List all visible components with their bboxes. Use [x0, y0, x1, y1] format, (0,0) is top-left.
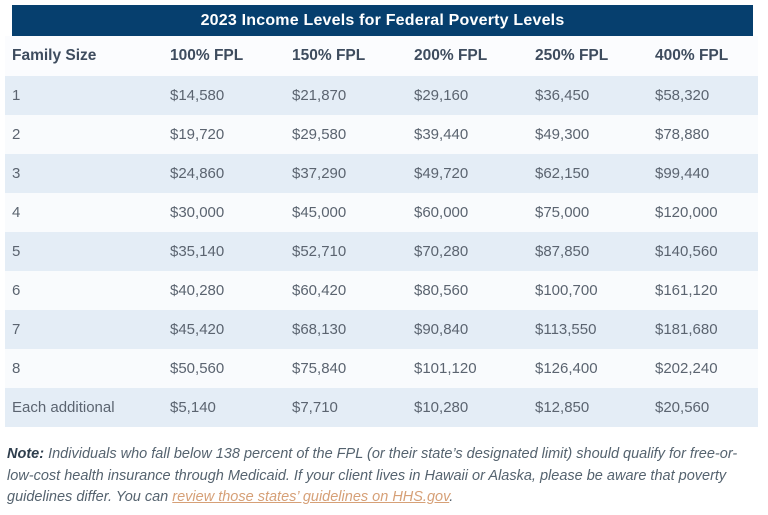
table-cell: $58,320 [655, 87, 710, 104]
column-header-150-fpl: 150% FPL [292, 47, 366, 64]
table-cell: $45,000 [292, 204, 347, 221]
column-header-250-fpl: 250% FPL [535, 47, 609, 64]
fpl-income-table: Family Size 100% FPL 150% FPL 200% FPL 2… [5, 36, 758, 427]
footnote-label: Note: [7, 446, 45, 462]
table-cell: $75,000 [535, 204, 590, 221]
table-row: 3 $24,860 $37,290 $49,720 $62,150 $99,44… [5, 154, 758, 193]
table-cell: $19,720 [170, 126, 225, 143]
table-cell: $20,560 [655, 399, 710, 416]
table-cell: $29,580 [292, 126, 347, 143]
table-cell: $113,550 [535, 321, 597, 338]
table-cell: 1 [12, 87, 21, 104]
table-cell: 6 [12, 282, 21, 299]
table-cell: $80,560 [414, 282, 469, 299]
table-cell: $62,150 [535, 165, 590, 182]
table-row: 1 $14,580 $21,870 $29,160 $36,450 $58,32… [5, 76, 758, 115]
table-cell: $70,280 [414, 243, 469, 260]
table-cell: 4 [12, 204, 21, 221]
table-cell: $45,420 [170, 321, 225, 338]
table-cell: 3 [12, 165, 21, 182]
table-header-row: Family Size 100% FPL 150% FPL 200% FPL 2… [5, 36, 758, 76]
table-cell: Each additional [12, 399, 115, 416]
table-cell: $75,840 [292, 360, 347, 377]
hhs-guidelines-link[interactable]: review those states’ guidelines on HHS.g… [172, 489, 450, 505]
table-cell: $37,290 [292, 165, 347, 182]
page: 2023 Income Levels for Federal Poverty L… [0, 5, 768, 515]
table-cell: $60,000 [414, 204, 469, 221]
footnote-text: Individuals who fall below 138 percent o… [7, 446, 738, 505]
table-cell: $36,450 [535, 87, 590, 104]
table-title-bar: 2023 Income Levels for Federal Poverty L… [12, 5, 753, 36]
table-row: 7 $45,420 $68,130 $90,840 $113,550 $181,… [5, 310, 758, 349]
column-header-200-fpl: 200% FPL [414, 47, 488, 64]
table-cell: $202,240 [655, 360, 718, 377]
table-cell: $10,280 [414, 399, 469, 416]
table-row-each-additional: Each additional $5,140 $7,710 $10,280 $1… [5, 388, 758, 427]
table-cell: $87,850 [535, 243, 590, 260]
table-cell: $49,300 [535, 126, 590, 143]
table-row: 6 $40,280 $60,420 $80,560 $100,700 $161,… [5, 271, 758, 310]
footnote: Note: Individuals who fall below 138 per… [7, 444, 752, 509]
table-cell: $60,420 [292, 282, 347, 299]
table-title: 2023 Income Levels for Federal Poverty L… [200, 11, 565, 29]
table-cell: $140,560 [655, 243, 718, 260]
table-cell: $181,680 [655, 321, 718, 338]
table-cell: $101,120 [414, 360, 477, 377]
table-cell: $24,860 [170, 165, 225, 182]
table-cell: 2 [12, 126, 21, 143]
table-cell: $12,850 [535, 399, 590, 416]
table-cell: $50,560 [170, 360, 225, 377]
table-cell: $30,000 [170, 204, 225, 221]
table-cell: $78,880 [655, 126, 710, 143]
table-row: 4 $30,000 $45,000 $60,000 $75,000 $120,0… [5, 193, 758, 232]
table-cell: $7,710 [292, 399, 338, 416]
table-row: 2 $19,720 $29,580 $39,440 $49,300 $78,88… [5, 115, 758, 154]
table-cell: $14,580 [170, 87, 225, 104]
column-header-family-size: Family Size [12, 47, 97, 64]
table-cell: $5,140 [170, 399, 216, 416]
footnote-text-end: . [449, 489, 454, 505]
column-header-400-fpl: 400% FPL [655, 47, 729, 64]
table-cell: $120,000 [655, 204, 718, 221]
table-cell: $100,700 [535, 282, 598, 299]
table-cell: $39,440 [414, 126, 469, 143]
table-cell: $90,840 [414, 321, 469, 338]
table-cell: $35,140 [170, 243, 225, 260]
table-cell: $49,720 [414, 165, 469, 182]
table-cell: $52,710 [292, 243, 347, 260]
table-row: 5 $35,140 $52,710 $70,280 $87,850 $140,5… [5, 232, 758, 271]
table-cell: 7 [12, 321, 21, 338]
table-cell: $29,160 [414, 87, 469, 104]
table-cell: $161,120 [655, 282, 718, 299]
column-header-100-fpl: 100% FPL [170, 47, 244, 64]
table-cell: 5 [12, 243, 21, 260]
table-cell: $126,400 [535, 360, 598, 377]
table-cell: $68,130 [292, 321, 347, 338]
table-cell: 8 [12, 360, 21, 377]
table-cell: $40,280 [170, 282, 225, 299]
table-cell: $21,870 [292, 87, 347, 104]
table-row: 8 $50,560 $75,840 $101,120 $126,400 $202… [5, 349, 758, 388]
table-cell: $99,440 [655, 165, 710, 182]
